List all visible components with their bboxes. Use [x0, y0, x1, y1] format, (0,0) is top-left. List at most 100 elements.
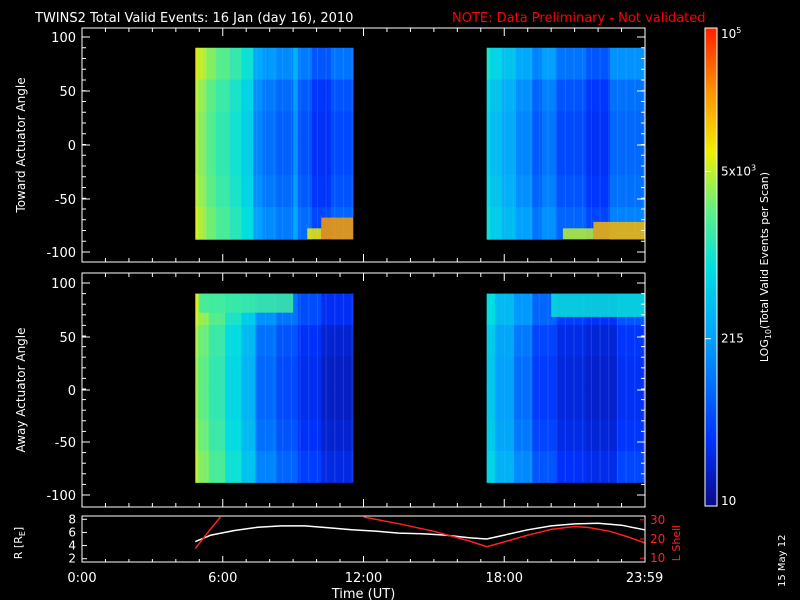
toward-heatmap-cell	[241, 175, 254, 208]
toward-heatmap-stripe	[212, 47, 214, 240]
toward-heatmap-cell	[490, 207, 503, 240]
away-heatmap-cell	[208, 387, 226, 420]
toward-ytick-label: -50	[55, 193, 76, 208]
away-heatmap-stripe	[282, 293, 284, 483]
toward-heatmap-cell	[297, 143, 313, 176]
away-heatmap-cell	[241, 450, 257, 483]
away-heatmap-cell	[195, 387, 199, 420]
away-heatmap-cell	[241, 387, 257, 420]
toward-heatmap-cell	[276, 175, 294, 208]
toward-heatmap-stripe	[599, 47, 601, 240]
toward-heatmap-cell	[297, 111, 313, 145]
toward-heatmap-cell	[501, 79, 517, 113]
toward-heatmap-cell	[490, 47, 503, 81]
toward-heatmap-cell	[486, 143, 491, 176]
toward-heatmap-cell	[501, 207, 517, 240]
away-heatmap-stripe	[212, 293, 214, 483]
toward-heatmap-cell	[253, 47, 264, 81]
toward-heatmap-cell	[555, 79, 587, 113]
toward-heatmap-stripe	[608, 47, 610, 240]
toward-heatmap-cell	[515, 79, 533, 113]
toward-heatmap-cell	[198, 143, 207, 176]
away-heatmap-cell	[208, 356, 226, 389]
toward-heatmap-cell	[532, 175, 543, 208]
away-heatmap-cell	[321, 325, 354, 358]
toward-heatmap-patch	[593, 221, 645, 240]
toward-heatmap-patch	[307, 228, 322, 240]
toward-heatmap-stripe	[273, 47, 275, 240]
toward-heatmap-cell	[293, 111, 299, 145]
away-heatmap-cell	[616, 387, 646, 420]
away-heatmap-cell	[616, 450, 646, 483]
away-heatmap-stripe	[195, 293, 197, 483]
toward-heatmap-stripe	[264, 47, 266, 240]
toward-heatmap-cell	[215, 175, 231, 208]
toward-heatmap-cell	[262, 143, 278, 176]
toward-heatmap-cell	[541, 47, 557, 81]
away-heatmap-cell	[494, 419, 515, 452]
away-heatmap-cell	[321, 419, 354, 452]
toward-heatmap-cell	[541, 207, 557, 240]
toward-heatmap-cell	[515, 207, 533, 240]
away-heatmap-stripe	[504, 293, 506, 483]
toward-heatmap-stripe	[530, 47, 532, 240]
toward-heatmap-cell	[229, 143, 243, 176]
away-heatmap-cell	[555, 450, 587, 483]
toward-heatmap-cell	[490, 175, 503, 208]
away-heatmap-cell	[255, 325, 278, 358]
toward-heatmap-cell	[330, 47, 354, 81]
toward-heatmap-cell	[293, 207, 299, 240]
away-heatmap-cell	[586, 450, 618, 483]
toward-heatmap-cell	[253, 175, 264, 208]
away-ytick-label: 100	[51, 277, 76, 292]
away-heatmap-cell	[486, 387, 496, 420]
toward-heatmap-cell	[229, 207, 243, 240]
date-stamp: 15 May 12	[777, 535, 788, 587]
away-heatmap-cell	[208, 419, 226, 452]
away-heatmap-cell	[616, 356, 646, 389]
toward-heatmap-stripe	[504, 47, 506, 240]
away-heatmap-stripe	[203, 293, 206, 483]
away-heatmap-cell	[276, 325, 299, 358]
toward-heatmap-cell	[609, 111, 646, 145]
away-heatmap-cell	[297, 356, 322, 389]
toward-heatmap-cell	[490, 79, 503, 113]
colorbar-scale	[704, 27, 718, 507]
away-heatmap-cell	[297, 419, 322, 452]
away-heatmap-cell	[586, 419, 618, 452]
l-shell-line	[363, 516, 645, 548]
away-heatmap-stripe	[616, 293, 619, 483]
away-heatmap-stripe	[264, 293, 266, 483]
away-heatmap-stripe	[256, 293, 258, 483]
orbit-right-tick-label: 30	[650, 513, 665, 527]
toward-heatmap-stripe	[616, 47, 619, 240]
away-heatmap-cell	[513, 419, 533, 452]
away-heatmap-stripe	[582, 293, 584, 483]
away-heatmap-cell	[321, 450, 354, 483]
toward-heatmap-cell	[297, 47, 313, 81]
toward-heatmap-cell	[215, 143, 231, 176]
away-heatmap-cell	[198, 325, 210, 358]
toward-heatmap-cell	[206, 79, 217, 113]
toward-ylabel: Toward Actuator Angle	[14, 77, 28, 213]
away-heatmap-cell	[494, 387, 515, 420]
figure-title: TWINS2 Total Valid Events: 16 Jan (day 1…	[34, 11, 353, 26]
away-heatmap-cell	[555, 387, 587, 420]
toward-heatmap-stripe	[230, 47, 232, 240]
away-heatmap-cell	[532, 356, 557, 389]
toward-heatmap-cell	[555, 111, 587, 145]
toward-heatmap-cell	[229, 175, 243, 208]
toward-heatmap-cell	[276, 47, 294, 81]
toward-heatmap-cell	[215, 207, 231, 240]
away-heatmap-cell	[586, 325, 618, 358]
orbit-left-tick-label: 6	[68, 525, 76, 539]
toward-heatmap-cell	[293, 79, 299, 113]
toward-heatmap-cell	[229, 111, 243, 145]
toward-heatmap-cell	[586, 47, 611, 81]
away-heatmap-cell	[532, 419, 557, 452]
away-heatmap-patch	[199, 293, 294, 313]
toward-heatmap-cell	[241, 207, 254, 240]
toward-heatmap-cell	[195, 143, 199, 176]
away-ytick-label: -100	[46, 489, 76, 504]
toward-heatmap-cell	[253, 207, 264, 240]
